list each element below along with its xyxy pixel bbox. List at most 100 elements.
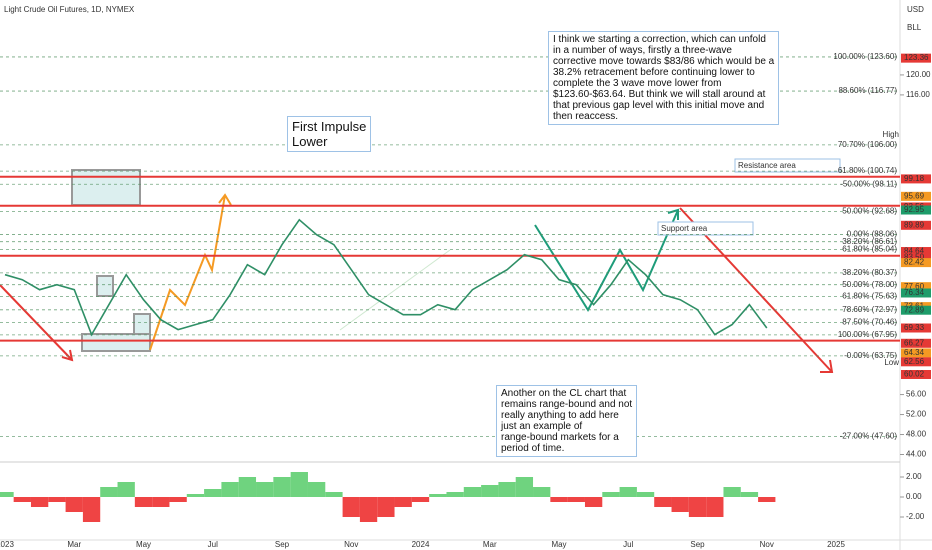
- price-tag: [901, 191, 931, 201]
- price-tag-label: 60.02: [904, 370, 925, 379]
- fib-label: 100.00% (123.60): [833, 52, 897, 61]
- oscillator-bar: [429, 494, 447, 497]
- low-label: Low: [884, 358, 899, 367]
- unit: BLL: [907, 23, 922, 32]
- y-tick-label: 48.00: [906, 430, 927, 439]
- price-tag-label: 72.89: [904, 305, 925, 314]
- oscillator-bar: [688, 497, 707, 517]
- fib-label: 38.20% (86.61): [842, 237, 897, 246]
- y-tick-label: 0.00: [906, 492, 922, 501]
- note-line: corrective move towards $83/86 which wou…: [553, 56, 775, 67]
- y-tick-label: 56.00: [906, 390, 927, 399]
- oscillator-bar: [411, 497, 430, 502]
- oscillator-bar: [481, 485, 499, 497]
- price-axis: [900, 0, 932, 550]
- oscillator-bar: [342, 497, 360, 517]
- chart-title: Light Crude Oil Futures, 1D, NYMEX: [4, 5, 135, 14]
- drawings: [0, 169, 834, 373]
- price-tag-label: 77.60: [904, 282, 925, 291]
- y-tick-label: -2.00: [906, 512, 925, 521]
- note-line: remains range-bound and not: [501, 399, 633, 410]
- x-tick-label: 2023: [0, 540, 14, 549]
- x-tick-label: Sep: [275, 540, 290, 549]
- price-tag: [901, 282, 931, 292]
- oscillator-bar: [48, 497, 66, 502]
- x-tick-label: Mar: [483, 540, 497, 549]
- oscillator-bar: [740, 492, 759, 497]
- support-box: [657, 221, 754, 236]
- price-tag-label: 62.56: [904, 357, 925, 366]
- support-label: Support area: [661, 224, 708, 233]
- oscillator-bar: [671, 497, 689, 512]
- oscillator-bar: [134, 497, 153, 507]
- oscillator-bar: [394, 497, 412, 507]
- oscillator-bar: [169, 497, 187, 502]
- oscillator-bar: [567, 497, 585, 502]
- oscillator-bar: [619, 487, 637, 497]
- oscillator-bar: [65, 497, 83, 512]
- note-line: I think we starting a correction, which …: [553, 34, 766, 45]
- note-line: Lower: [292, 134, 328, 149]
- high-label: High: [883, 130, 899, 139]
- oscillator-bar: [290, 472, 308, 497]
- fib-label: 61.80% (100.74): [838, 166, 897, 175]
- note-line: Another on the CL chart that: [501, 388, 627, 399]
- oscillator-bar: [0, 492, 14, 497]
- price-tag: [901, 220, 931, 230]
- y-tick-label: 116.00: [906, 90, 930, 99]
- oscillator-bar: [30, 497, 49, 507]
- oscillator-bar: [463, 487, 482, 497]
- x-tick-label: Nov: [344, 540, 358, 549]
- x-tick-label: 2024: [412, 540, 430, 549]
- price-tag: [901, 305, 931, 315]
- note-line: $123.60-$63.64. But think we will stall …: [553, 89, 766, 100]
- fib-label: 87.50% (70.46): [842, 317, 897, 326]
- oscillator-bar: [498, 482, 516, 497]
- note-line: 38.2% retracement before continuing lowe…: [553, 67, 755, 78]
- note-line: just an example of: [501, 421, 583, 432]
- note-line: then reaccess.: [553, 111, 619, 122]
- fib-label: 38.20% (80.37): [842, 268, 897, 277]
- price-line: [4, 218, 768, 337]
- note-line: range-bound markets for a: [501, 432, 619, 443]
- price-tag: [901, 174, 931, 184]
- price-tag-label: 99.18: [904, 174, 925, 183]
- price-tag-label: 95.69: [904, 191, 925, 200]
- note-line: really anything to add here: [501, 410, 619, 421]
- fib-label: 50.00% (78.00): [842, 280, 897, 289]
- fib-label: 88.60% (116.77): [838, 86, 897, 95]
- oscillator-bar: [238, 477, 257, 497]
- y-tick-label: 2.00: [906, 472, 922, 481]
- price-tag-label: 69.33: [904, 323, 925, 332]
- price-tag: [901, 338, 931, 348]
- price-tag-label: 92.95: [904, 205, 925, 214]
- y-tick-label: 52.00: [906, 410, 927, 419]
- note-line: First Impulse: [292, 119, 367, 134]
- price-tag: [901, 323, 931, 333]
- resistance-box: [734, 158, 841, 173]
- price-tag: [901, 348, 931, 358]
- note-line: complete the 3 wave move lower from: [553, 78, 722, 89]
- x-tick-label: 2025: [827, 540, 845, 549]
- oscillator-bar: [550, 497, 568, 502]
- price-tag-label: 82.42: [904, 258, 925, 267]
- price-tag-label: 76.34: [904, 288, 925, 297]
- x-tick-label: Nov: [760, 540, 774, 549]
- x-tick-label: Jul: [208, 540, 218, 549]
- price-tag-label: 123.36: [904, 53, 929, 62]
- x-tick-label: May: [551, 540, 566, 549]
- price-tag-label: 89.89: [904, 220, 925, 229]
- price-tag: [901, 369, 931, 379]
- oscillator-bar: [359, 497, 378, 522]
- fib-label: -27.00% (47.60): [840, 432, 898, 441]
- x-tick-label: May: [136, 540, 151, 549]
- oscillator-bar: [584, 497, 603, 507]
- oscillator-bar: [602, 492, 620, 497]
- fib-label: 61.80% (85.04): [842, 245, 897, 254]
- analysis-note: Another on the CL chart that remains rang…: [496, 385, 638, 457]
- price-tag: [901, 247, 931, 257]
- oscillator-bar: [654, 497, 672, 507]
- oscillator-bar: [515, 477, 534, 497]
- oscillator-bar: [152, 497, 170, 507]
- price-tag: [901, 288, 931, 298]
